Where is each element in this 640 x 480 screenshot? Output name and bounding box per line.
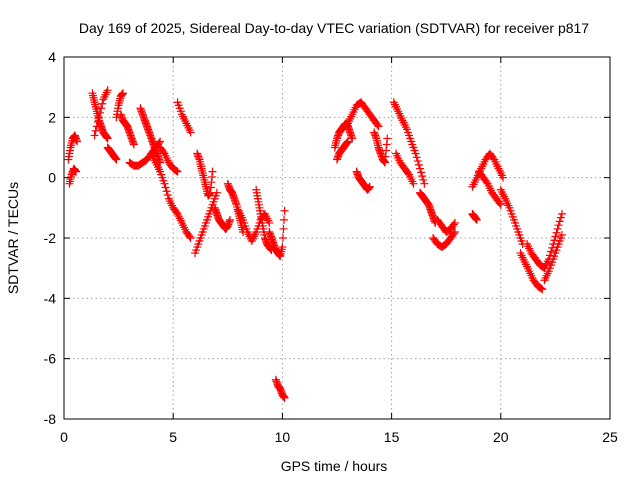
data-point <box>161 183 170 192</box>
data-point <box>556 213 565 222</box>
data-point <box>417 168 426 177</box>
data-point <box>498 173 507 182</box>
y-tick-label: -2 <box>44 230 57 246</box>
data-point <box>225 215 234 224</box>
data-point <box>280 206 289 215</box>
data-point <box>551 232 560 241</box>
data-point <box>418 172 427 181</box>
data-point <box>96 108 105 117</box>
data-point <box>160 179 169 188</box>
data-point <box>554 221 563 230</box>
chart-title: Day 169 of 2025, Sidereal Day-to-day VTE… <box>79 20 589 36</box>
data-point <box>415 164 424 173</box>
data-point <box>186 234 195 242</box>
data-point <box>94 113 103 122</box>
y-tick-label: 0 <box>48 170 56 186</box>
y-axis-label: SDTVAR / TECUs <box>5 182 21 294</box>
data-point <box>118 89 127 98</box>
data-point <box>265 218 274 227</box>
data-point <box>163 191 172 200</box>
data-point <box>280 215 289 224</box>
data-point <box>208 167 217 176</box>
data-point <box>173 167 182 176</box>
data-point <box>411 149 420 158</box>
data-point <box>550 236 559 245</box>
plot-frame <box>63 56 611 420</box>
data-point <box>557 230 566 239</box>
data-point <box>373 120 382 129</box>
data-point <box>343 137 352 146</box>
data-point <box>98 99 107 108</box>
data-point <box>162 187 171 196</box>
data-points <box>64 86 566 402</box>
data-point <box>172 166 181 175</box>
data-point <box>537 284 546 293</box>
data-point <box>374 122 383 131</box>
data-point <box>419 175 428 184</box>
y-tick-label: -6 <box>44 351 57 367</box>
data-point <box>553 224 562 233</box>
axis-ticks: 0 5 10 15 20 25 -8 -6 -4 -2 0 2 4 <box>44 49 618 445</box>
data-point <box>279 224 288 233</box>
data-point <box>383 134 392 143</box>
data-point <box>97 104 106 113</box>
data-point <box>186 128 195 137</box>
data-point <box>103 86 112 95</box>
data-point <box>548 243 557 252</box>
data-point <box>129 140 138 149</box>
data-point <box>93 117 102 126</box>
data-point <box>495 199 504 208</box>
data-point <box>557 209 566 218</box>
x-tick-label: 20 <box>493 429 509 445</box>
x-tick-label: 25 <box>602 429 618 445</box>
data-point <box>103 134 112 143</box>
grid <box>64 57 610 419</box>
data-point <box>278 234 287 242</box>
data-point <box>545 251 554 260</box>
data-point <box>91 126 100 135</box>
data-point <box>472 215 481 224</box>
data-point <box>420 179 429 188</box>
data-point <box>450 227 459 236</box>
data-point <box>414 160 423 169</box>
y-tick-label: -8 <box>44 411 57 427</box>
data-point <box>348 134 357 143</box>
data-point <box>547 247 556 256</box>
data-point <box>278 243 287 252</box>
y-tick-label: -4 <box>44 290 57 306</box>
data-point <box>280 393 289 402</box>
x-axis-label: GPS time / hours <box>281 458 388 474</box>
data-point <box>413 157 422 166</box>
y-tick-label: 4 <box>48 49 56 65</box>
y-tick-label: 2 <box>48 109 56 125</box>
data-point <box>73 137 82 146</box>
x-tick-label: 5 <box>169 429 177 445</box>
data-point <box>412 153 421 162</box>
data-point <box>185 232 194 241</box>
data-point <box>112 155 121 164</box>
data-point <box>538 285 547 294</box>
data-point <box>409 179 418 188</box>
data-point <box>90 131 99 140</box>
data-point <box>449 229 458 238</box>
x-tick-label: 15 <box>384 429 400 445</box>
data-point <box>496 200 505 209</box>
data-point <box>552 228 561 237</box>
data-point <box>365 182 374 191</box>
data-point <box>449 220 458 229</box>
data-point <box>92 122 101 131</box>
data-point <box>555 217 564 226</box>
data-point <box>72 167 81 176</box>
data-point <box>450 218 459 227</box>
x-tick-label: 10 <box>275 429 291 445</box>
x-tick-label: 0 <box>60 429 68 445</box>
